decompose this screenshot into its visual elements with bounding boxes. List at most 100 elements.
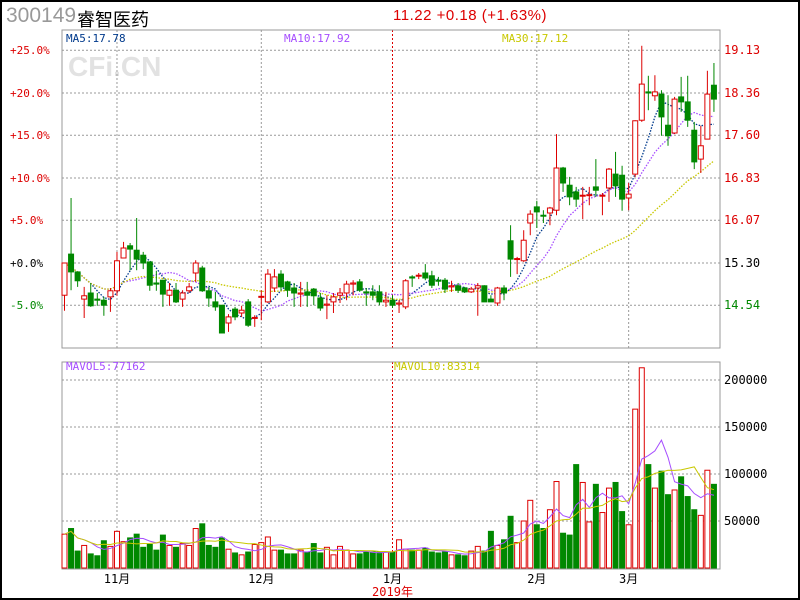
candle-body	[474, 285, 481, 289]
candle-body	[658, 93, 665, 118]
candle-body	[264, 273, 271, 303]
candle-body	[113, 260, 120, 292]
volume-bar	[337, 545, 344, 569]
percent-tick-label: +15.0%	[10, 129, 50, 142]
candle-body	[540, 214, 547, 217]
candle-body	[481, 285, 488, 303]
candle-body	[291, 287, 298, 294]
volume-bar	[113, 530, 120, 569]
volume-bar	[127, 537, 134, 569]
candle-body	[651, 91, 658, 97]
volume-bar	[245, 551, 252, 569]
volume-bar	[507, 515, 514, 569]
candle-body	[435, 279, 442, 282]
volume-bar	[120, 541, 127, 569]
candle-body	[573, 191, 580, 200]
price-panel-border	[61, 29, 721, 349]
volume-bar	[671, 489, 678, 569]
stock-name: 睿智医药	[77, 10, 149, 30]
volume-bar	[199, 523, 206, 569]
volume-bar	[619, 511, 626, 569]
volume-bar	[271, 549, 278, 569]
volume-bar	[592, 483, 599, 569]
volume-bar	[153, 549, 160, 569]
candle-body	[710, 84, 717, 100]
volume-bar	[205, 544, 212, 569]
candle-body	[396, 302, 403, 305]
volume-bar	[68, 528, 75, 569]
volume-bar	[74, 550, 81, 569]
candle-body	[415, 274, 422, 277]
volume-bar	[382, 551, 389, 569]
candle-body	[533, 206, 540, 213]
volume-bar	[514, 542, 521, 569]
candle-body	[691, 129, 698, 163]
candle-body	[520, 239, 527, 262]
percent-tick-label: -5.0%	[10, 299, 43, 312]
candle-body	[514, 258, 521, 261]
candle-body	[245, 301, 252, 326]
candle-body	[428, 275, 435, 286]
candle-body	[625, 193, 632, 199]
volume-bar	[212, 546, 219, 569]
candle-body	[159, 279, 166, 295]
candle-body	[284, 281, 291, 291]
volume-bar	[691, 509, 698, 569]
volume-bar	[179, 543, 186, 569]
candle-body	[74, 271, 81, 282]
price-tick-label: 16.07	[724, 213, 760, 227]
volume-bar	[363, 551, 370, 569]
candle-body	[337, 292, 344, 296]
candle-body	[684, 101, 691, 121]
volume-bar	[218, 537, 225, 569]
volume-bar	[651, 487, 658, 569]
candle-body	[487, 298, 494, 303]
volume-bar	[107, 545, 114, 569]
candle-body	[81, 295, 88, 300]
mavol5-label: MAVOL5:77162	[66, 360, 145, 373]
volume-bar	[343, 549, 350, 569]
volume-bar	[94, 555, 101, 569]
candle-body	[665, 124, 672, 137]
volume-bar	[415, 549, 422, 569]
price-tick-label: 16.83	[724, 171, 760, 185]
percent-tick-label: +0.0%	[10, 257, 43, 270]
volume-bar	[665, 494, 672, 569]
volume-bar	[455, 554, 462, 569]
volume-bar	[304, 551, 311, 569]
volume-tick-label: 150000	[724, 420, 767, 434]
candle-body	[389, 299, 396, 306]
volume-bar	[533, 524, 540, 569]
volume-tick-label: 100000	[724, 467, 767, 481]
candle-body	[199, 267, 206, 292]
candle-body	[376, 291, 383, 303]
volume-bar	[710, 483, 717, 569]
volume-bar	[100, 540, 107, 569]
volume-bar	[540, 528, 547, 569]
candle-body	[68, 253, 75, 273]
volume-bar	[579, 481, 586, 569]
volume-bar	[560, 532, 567, 569]
mavol5-line	[64, 439, 715, 555]
candle-body	[153, 282, 160, 285]
candle-body	[120, 247, 127, 259]
candle-body	[586, 194, 593, 197]
volume-bar	[133, 533, 140, 569]
candle-body	[350, 282, 357, 285]
candle-body	[323, 303, 330, 306]
volume-bar	[638, 367, 645, 569]
candle-body	[205, 290, 212, 299]
volume-bar	[264, 536, 271, 569]
candle-body	[560, 167, 567, 184]
volume-bar	[573, 464, 580, 569]
volume-bar	[599, 512, 606, 569]
volume-bar	[297, 549, 304, 569]
volume-tick-label: 50000	[724, 514, 760, 528]
candle-body	[127, 245, 134, 250]
price-quote: 11.22 +0.18 (+1.63%)	[393, 7, 547, 24]
volume-bar	[330, 554, 337, 569]
stock-code: 300149	[6, 4, 77, 27]
candle-body	[94, 298, 101, 301]
volume-bar	[612, 481, 619, 569]
